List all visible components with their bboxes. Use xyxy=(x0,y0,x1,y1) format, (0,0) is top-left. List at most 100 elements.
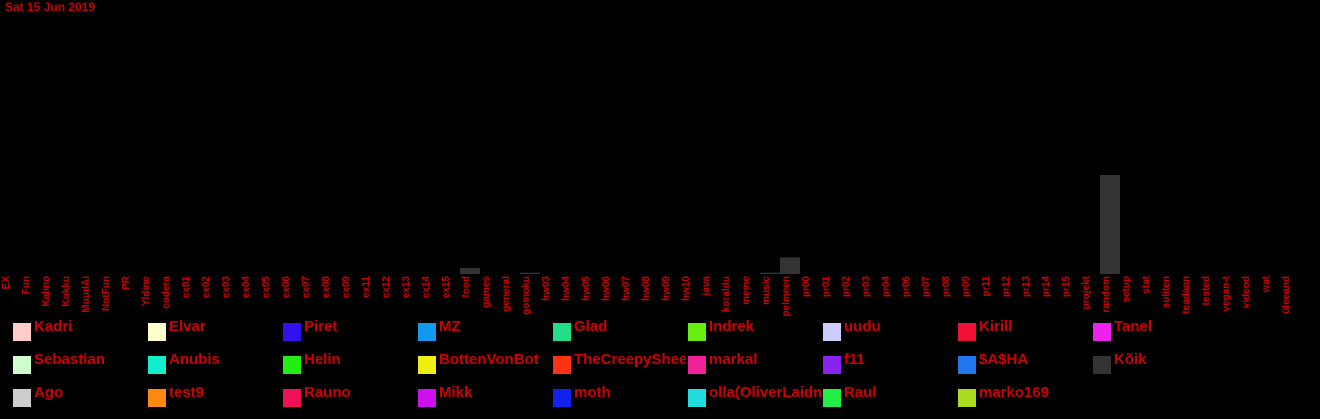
x-tick-label: pr11 xyxy=(981,276,992,297)
x-tick-label: pr03 xyxy=(861,276,872,298)
legend-swatch xyxy=(688,323,706,341)
bar xyxy=(780,257,800,274)
x-tick-label: pr09 xyxy=(961,276,972,298)
x-tick-label: pr04 xyxy=(881,276,892,298)
x-tick-label: ex06 xyxy=(281,276,292,299)
legend-swatch xyxy=(553,389,571,407)
x-tick-label: hw07 xyxy=(621,276,632,301)
x-tick-label: ex01 xyxy=(181,276,192,299)
x-tick-label: ex09 xyxy=(341,276,352,299)
x-tick-label: gomoku xyxy=(521,276,532,315)
legend-swatch xyxy=(13,323,31,341)
x-tick-label: meme xyxy=(741,276,752,305)
legend-swatch xyxy=(13,356,31,374)
bar xyxy=(460,268,480,274)
legend-label: Rauno xyxy=(304,384,351,401)
legend-swatch xyxy=(823,389,841,407)
legend-swatch xyxy=(283,323,301,341)
x-tick-label: NotFun xyxy=(101,276,112,311)
x-tick-label: hw09 xyxy=(661,276,672,301)
x-tick-label: Kokku xyxy=(61,276,72,307)
legend-label: Kadri xyxy=(34,318,73,335)
x-tick-label: hw04 xyxy=(561,276,572,301)
x-tick-label: ex11 xyxy=(361,276,372,298)
legend-label: Anubis xyxy=(169,351,220,368)
legend-label: Kirill xyxy=(979,318,1013,335)
legend: Kadri Elvar Piret MZ Glad Indrek uudu Kirill Tan… xyxy=(0,318,1320,419)
legend-swatch xyxy=(283,356,301,374)
legend-swatch xyxy=(958,389,976,407)
x-tick-label: Fun xyxy=(21,276,32,294)
legend-label: BottenVonBot xyxy=(439,351,539,368)
legend-swatch xyxy=(418,356,436,374)
legend-label: Sebastian xyxy=(34,351,105,368)
x-tick-label: ex07 xyxy=(301,276,312,299)
x-tick-label: pr02 xyxy=(841,276,852,298)
legend-label: TheCreepySheep xyxy=(574,351,686,368)
legend-swatch xyxy=(148,356,166,374)
legend-label: Elvar xyxy=(169,318,206,335)
x-tick-label: pr06 xyxy=(901,276,912,298)
legend-swatch xyxy=(688,389,706,407)
x-tick-label: ex03 xyxy=(221,276,232,299)
x-tick-label: pr08 xyxy=(941,276,952,298)
legend-swatch xyxy=(823,356,841,374)
legend-swatch xyxy=(1093,356,1111,374)
legend-label: Mikk xyxy=(439,384,473,401)
x-tick-label: ex08 xyxy=(321,276,332,299)
x-tick-label: food xyxy=(461,276,472,298)
legend-label: olla(OliverLaidma) xyxy=(709,384,821,401)
x-tick-label: suliten xyxy=(1161,276,1172,308)
x-tick-label: java xyxy=(701,276,712,297)
legend-swatch xyxy=(418,389,436,407)
legend-swatch xyxy=(13,389,31,407)
x-tick-label: Kalmo xyxy=(41,276,52,307)
legend-swatch xyxy=(1093,323,1111,341)
legend-label: MZ xyxy=(439,318,461,335)
x-tick-label: EX xyxy=(1,276,12,290)
x-tick-label: pr00 xyxy=(801,276,812,298)
x-tick-label: codera xyxy=(161,276,172,309)
legend-label: markal xyxy=(709,351,758,368)
x-tick-label: ex04 xyxy=(241,276,252,299)
bar-chart: EX Fun Kalmo Kokku MuudAi NotFun PR Yldine coder… xyxy=(1,175,1292,317)
bar xyxy=(760,272,780,274)
legend-label: Helin xyxy=(304,351,341,368)
legend-label: moth xyxy=(574,384,611,401)
legend-swatch xyxy=(283,389,301,407)
x-tick-label: vegan-t xyxy=(1221,275,1232,311)
legend-swatch xyxy=(823,323,841,341)
x-tick-label: hw03 xyxy=(541,276,552,301)
legend-swatch xyxy=(688,356,706,374)
x-tick-label: hw05 xyxy=(581,276,592,301)
x-tick-label: ex13 xyxy=(401,276,412,299)
legend-label: Glad xyxy=(574,318,608,335)
legend-label: Tanel xyxy=(1114,318,1153,335)
x-tick-label: ex05 xyxy=(261,276,272,299)
x-tick-label: MuudAi xyxy=(81,276,92,313)
legend-label: f11 xyxy=(844,351,865,368)
x-tick-label: ex15 xyxy=(441,276,452,299)
legend-label: Kõik xyxy=(1114,351,1147,368)
x-tick-label: pr12 xyxy=(1001,276,1012,298)
x-tick-label: pelmeen xyxy=(781,276,792,317)
legend-label: Piret xyxy=(304,318,338,335)
x-tick-label: PR xyxy=(121,275,132,290)
x-tick-label: videod xyxy=(1241,276,1252,308)
x-tick-label: pr14 xyxy=(1041,276,1052,298)
x-tick-label: ex02 xyxy=(201,276,212,299)
legend-label: Indrek xyxy=(709,318,755,335)
x-tick-label: teadaan xyxy=(1181,276,1192,314)
legend-swatch xyxy=(418,323,436,341)
x-tick-label: ex14 xyxy=(421,276,432,299)
x-tick-label: hw06 xyxy=(601,276,612,301)
bar xyxy=(1100,175,1120,274)
legend-swatch xyxy=(148,323,166,341)
x-tick-label: hw08 xyxy=(641,276,652,301)
x-tick-label: tested xyxy=(1201,276,1212,305)
x-tick-label: setup xyxy=(1121,276,1132,303)
legend-swatch xyxy=(958,323,976,341)
x-tick-label: üleeand xyxy=(1281,276,1292,314)
legend-label: Ago xyxy=(34,384,64,401)
x-tick-label: Yldine xyxy=(141,276,152,306)
